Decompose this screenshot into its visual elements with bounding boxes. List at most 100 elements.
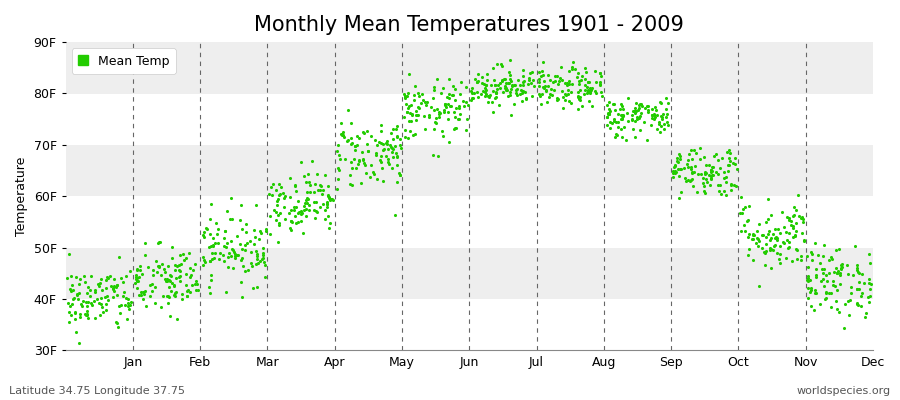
Point — [575, 73, 590, 79]
Point — [363, 174, 377, 180]
Point — [850, 302, 865, 308]
Point — [608, 134, 622, 141]
Point — [262, 191, 276, 197]
Point — [150, 240, 165, 247]
Point — [109, 284, 123, 290]
Point — [834, 265, 849, 271]
Point — [209, 219, 223, 226]
Point — [64, 288, 78, 294]
Point — [697, 183, 711, 190]
Point — [490, 86, 504, 92]
Point — [554, 76, 569, 83]
Point — [256, 244, 270, 251]
Point — [61, 251, 76, 257]
Point — [249, 256, 264, 262]
Point — [416, 96, 430, 103]
Point — [516, 78, 530, 85]
Point — [550, 97, 564, 103]
Point — [566, 58, 580, 65]
Point — [815, 276, 830, 282]
Point — [601, 110, 616, 117]
Point — [464, 97, 478, 104]
Point — [668, 163, 682, 169]
Point — [133, 289, 148, 296]
Point — [603, 125, 617, 131]
Point — [122, 302, 137, 308]
Point — [766, 247, 780, 254]
Point — [683, 164, 698, 170]
Point — [858, 313, 872, 320]
Point — [631, 106, 645, 113]
Point — [356, 130, 371, 136]
Point — [645, 112, 660, 119]
Point — [602, 111, 616, 117]
Point — [130, 266, 145, 272]
Point — [133, 263, 148, 270]
Point — [619, 110, 634, 116]
Point — [442, 139, 456, 146]
Point — [476, 88, 491, 94]
Point — [182, 249, 196, 256]
Point — [779, 229, 794, 236]
Point — [809, 271, 824, 278]
Point — [644, 112, 659, 118]
Point — [162, 284, 176, 290]
Point — [579, 64, 593, 71]
Point — [316, 201, 330, 208]
Point — [833, 281, 848, 288]
Point — [543, 91, 557, 97]
Point — [110, 320, 124, 326]
Point — [270, 198, 284, 204]
Point — [850, 286, 864, 292]
Point — [60, 274, 75, 281]
Point — [385, 146, 400, 153]
Point — [552, 78, 566, 85]
Point — [670, 158, 685, 165]
Point — [770, 226, 785, 232]
Point — [331, 142, 346, 148]
Point — [517, 77, 531, 84]
Point — [287, 182, 302, 188]
Point — [698, 169, 712, 175]
Point — [248, 234, 262, 240]
Point — [154, 272, 168, 278]
Point — [225, 216, 239, 222]
Point — [224, 194, 238, 201]
Point — [687, 147, 701, 153]
Point — [413, 100, 428, 106]
Point — [81, 314, 95, 321]
Point — [436, 85, 451, 92]
Point — [838, 301, 852, 308]
Point — [561, 91, 575, 98]
Point — [143, 282, 157, 288]
Point — [183, 289, 197, 295]
Point — [500, 87, 515, 94]
Point — [428, 107, 442, 114]
Point — [230, 233, 245, 239]
Point — [665, 174, 680, 180]
Point — [860, 294, 875, 300]
Point — [392, 136, 407, 143]
Point — [517, 82, 531, 88]
Point — [295, 210, 310, 217]
Point — [163, 278, 177, 285]
Point — [160, 278, 175, 285]
Point — [773, 243, 788, 249]
Point — [791, 192, 806, 199]
Point — [320, 204, 334, 210]
Point — [203, 276, 218, 283]
Point — [672, 173, 687, 179]
Point — [90, 280, 104, 287]
Point — [245, 262, 259, 269]
Point — [820, 278, 834, 284]
Point — [69, 329, 84, 336]
Point — [477, 92, 491, 99]
Point — [809, 290, 824, 296]
Point — [537, 78, 552, 84]
Point — [825, 278, 840, 284]
Point — [183, 274, 197, 280]
Point — [412, 105, 427, 112]
Point — [346, 156, 361, 162]
Point — [509, 86, 524, 93]
Point — [496, 89, 510, 96]
